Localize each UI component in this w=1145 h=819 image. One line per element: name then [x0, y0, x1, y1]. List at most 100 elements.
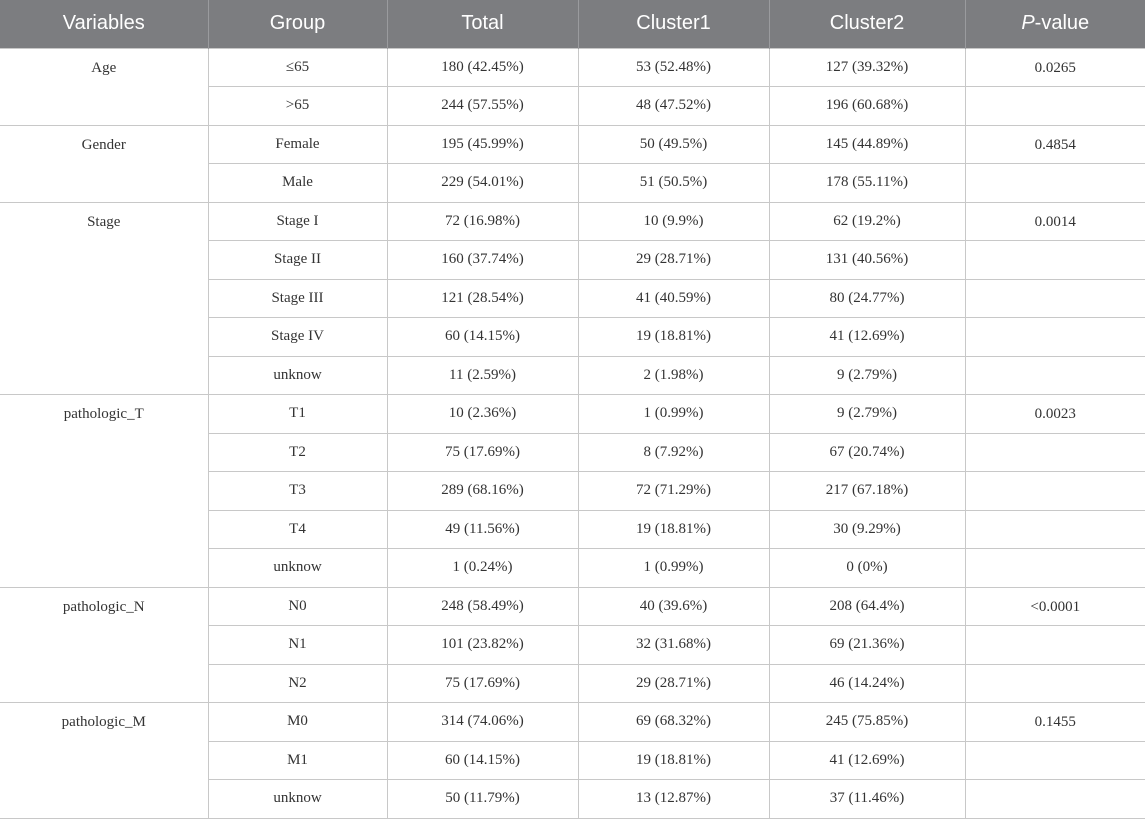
- total-cell: 75 (17.69%): [386, 663, 579, 703]
- header-row: Variables Group Total Cluster1 Cluster2 …: [0, 0, 1145, 48]
- cluster1-cell: 53 (52.48%): [577, 47, 770, 87]
- p-value-cell: 0.4854: [964, 124, 1145, 164]
- cluster1-cell: 8 (7.92%): [577, 432, 770, 472]
- header-cluster1: Cluster1: [577, 0, 769, 48]
- group-cell: M0: [207, 702, 388, 742]
- table-row: M1 60 (14.15%) 19 (18.81%) 41 (12.69%): [0, 740, 1145, 780]
- group-cell: N2: [207, 663, 388, 703]
- header-variables: Variables: [0, 0, 208, 48]
- cluster1-cell: 1 (0.99%): [577, 548, 770, 588]
- cluster1-cell: 51 (50.5%): [577, 163, 770, 203]
- cluster2-cell: 41 (12.69%): [768, 317, 966, 357]
- table-row: Stage IV 60 (14.15%) 19 (18.81%) 41 (12.69%…: [0, 317, 1145, 357]
- cluster1-cell: 32 (31.68%): [577, 625, 770, 665]
- group-cell: Male: [207, 163, 388, 203]
- table-row: pathologic_M M0 314 (74.06%) 69 (68.32%) 245…: [0, 702, 1145, 819]
- table-row: pathologic_N N0 248 (58.49%) 40 (39.6%) 208 …: [0, 586, 1145, 703]
- cluster2-cell: 30 (9.29%): [768, 509, 966, 549]
- table-row: Stage II 160 (37.74%) 29 (28.71%) 131 (40.5…: [0, 240, 1145, 280]
- p-value-cell: [964, 355, 1145, 395]
- cluster2-cell: 131 (40.56%): [768, 240, 966, 280]
- group-cell: Stage I: [207, 201, 388, 241]
- total-cell: 289 (68.16%): [386, 471, 579, 511]
- cluster1-cell: 29 (28.71%): [577, 663, 770, 703]
- cluster2-cell: 127 (39.32%): [768, 47, 966, 87]
- cluster2-cell: 46 (14.24%): [768, 663, 966, 703]
- p-value-cell: 0.0265: [964, 47, 1145, 87]
- total-cell: 248 (58.49%): [386, 586, 579, 626]
- variable-cell: Age: [0, 47, 209, 126]
- p-value-cell: [964, 317, 1145, 357]
- table-row: unknow 1 (0.24%) 1 (0.99%) 0 (0%): [0, 548, 1145, 588]
- group-cell: N1: [207, 625, 388, 665]
- variable-cell: pathologic_T: [0, 394, 209, 588]
- cluster2-cell: 9 (2.79%): [768, 394, 966, 434]
- p-value-cell: <0.0001: [964, 586, 1145, 626]
- cluster2-cell: 0 (0%): [768, 548, 966, 588]
- p-value-cell: 0.0014: [964, 201, 1145, 241]
- p-value-cell: [964, 278, 1145, 318]
- table-row: Gender Female 195 (45.99%) 50 (49.5%) 145 (4…: [0, 124, 1145, 203]
- cluster1-cell: 40 (39.6%): [577, 586, 770, 626]
- cluster2-cell: 62 (19.2%): [768, 201, 966, 241]
- group-cell: ≤65: [207, 47, 388, 87]
- total-cell: 75 (17.69%): [386, 432, 579, 472]
- cluster2-cell: 208 (64.4%): [768, 586, 966, 626]
- p-value-cell: [964, 471, 1145, 511]
- total-cell: 49 (11.56%): [386, 509, 579, 549]
- group-cell: T2: [207, 432, 388, 472]
- total-cell: 314 (74.06%): [386, 702, 579, 742]
- p-value-cell: [964, 548, 1145, 588]
- group-cell: T4: [207, 509, 388, 549]
- table-row: N2 75 (17.69%) 29 (28.71%) 46 (14.24%): [0, 663, 1145, 703]
- header-total: Total: [386, 0, 578, 48]
- p-value-cell: [964, 625, 1145, 665]
- group-cell: unknow: [207, 548, 388, 588]
- p-value-cell: [964, 432, 1145, 472]
- cluster1-cell: 29 (28.71%): [577, 240, 770, 280]
- cluster1-cell: 48 (47.52%): [577, 86, 770, 126]
- cluster2-cell: 217 (67.18%): [768, 471, 966, 511]
- total-cell: 60 (14.15%): [386, 317, 579, 357]
- group-cell: Stage III: [207, 278, 388, 318]
- table-row: T2 75 (17.69%) 8 (7.92%) 67 (20.74%): [0, 432, 1145, 472]
- total-cell: 195 (45.99%): [386, 124, 579, 164]
- total-cell: 11 (2.59%): [386, 355, 579, 395]
- header-p-value-suffix: -value: [1034, 12, 1090, 35]
- total-cell: 244 (57.55%): [386, 86, 579, 126]
- header-p-value: P-value: [964, 0, 1145, 48]
- cluster1-cell: 41 (40.59%): [577, 278, 770, 318]
- group-cell: N0: [207, 586, 388, 626]
- total-cell: 50 (11.79%): [386, 779, 579, 819]
- total-cell: 10 (2.36%): [386, 394, 579, 434]
- variable-cell: Stage: [0, 201, 209, 395]
- p-value-cell: [964, 740, 1145, 780]
- group-cell: unknow: [207, 779, 388, 819]
- cluster1-cell: 2 (1.98%): [577, 355, 770, 395]
- p-value-cell: [964, 240, 1145, 280]
- table-row: Stage Stage I 72 (16.98%) 10 (9.9%) 62 (19.2…: [0, 201, 1145, 395]
- cluster2-cell: 67 (20.74%): [768, 432, 966, 472]
- group-cell: Female: [207, 124, 388, 164]
- total-cell: 60 (14.15%): [386, 740, 579, 780]
- group-cell: T3: [207, 471, 388, 511]
- table-body: Age ≤65 180 (42.45%) 53 (52.48%) 127 (39.32%…: [0, 47, 1145, 819]
- table-row: unknow 50 (11.79%) 13 (12.87%) 37 (11.46%): [0, 779, 1145, 819]
- header-p-value-italic: P: [1021, 12, 1035, 35]
- cluster1-cell: 72 (71.29%): [577, 471, 770, 511]
- variable-cell: pathologic_M: [0, 702, 209, 819]
- cluster2-cell: 145 (44.89%): [768, 124, 966, 164]
- table-row: T4 49 (11.56%) 19 (18.81%) 30 (9.29%): [0, 509, 1145, 549]
- p-value-cell: 0.0023: [964, 394, 1145, 434]
- group-cell: unknow: [207, 355, 388, 395]
- total-cell: 1 (0.24%): [386, 548, 579, 588]
- total-cell: 72 (16.98%): [386, 201, 579, 241]
- cluster2-cell: 80 (24.77%): [768, 278, 966, 318]
- group-cell: Stage IV: [207, 317, 388, 357]
- p-value-cell: 0.1455: [964, 702, 1145, 742]
- cluster2-cell: 9 (2.79%): [768, 355, 966, 395]
- total-cell: 160 (37.74%): [386, 240, 579, 280]
- variable-cell: Gender: [0, 124, 209, 203]
- cluster2-cell: 37 (11.46%): [768, 779, 966, 819]
